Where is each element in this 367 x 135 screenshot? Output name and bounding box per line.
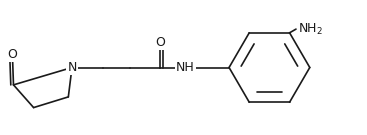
Text: NH$_2$: NH$_2$ bbox=[298, 22, 323, 37]
Text: NH: NH bbox=[176, 61, 195, 74]
Text: N: N bbox=[67, 61, 77, 74]
Text: O: O bbox=[155, 36, 165, 49]
Text: O: O bbox=[7, 48, 17, 61]
